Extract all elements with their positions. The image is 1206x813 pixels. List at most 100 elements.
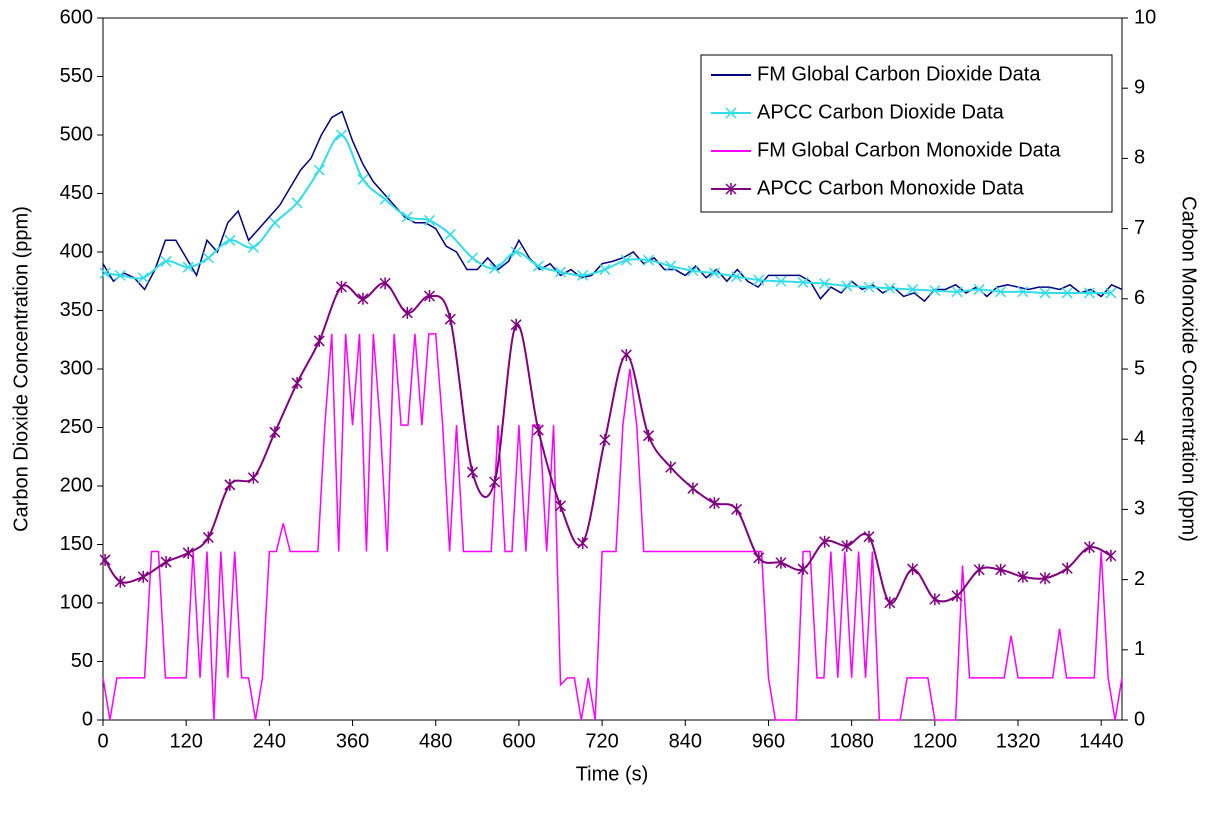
marker [775, 275, 787, 287]
x-tick-label: 480 [419, 730, 452, 752]
marker [951, 286, 963, 298]
marker [753, 274, 765, 286]
marker [884, 596, 896, 609]
marker [224, 478, 236, 491]
marker [114, 269, 126, 281]
marker [819, 278, 831, 290]
marker [291, 197, 303, 209]
y-tick-label: 0 [82, 708, 93, 730]
marker [1105, 287, 1117, 299]
x-tick-label: 960 [752, 730, 785, 752]
marker [643, 429, 655, 442]
marker [401, 211, 413, 223]
marker [532, 424, 544, 437]
y2-tick-label: 2 [1134, 568, 1145, 590]
marker [753, 551, 765, 564]
marker [708, 267, 720, 279]
marker [489, 262, 501, 274]
marker [313, 164, 325, 176]
y2-tick-label: 6 [1134, 287, 1145, 309]
x-tick-label: 240 [253, 730, 286, 752]
y-tick-label: 600 [60, 6, 93, 28]
marker [863, 530, 875, 543]
y-tick-label: 250 [60, 416, 93, 438]
marker [224, 234, 236, 246]
legend-label: APCC Carbon Dioxide Data [757, 101, 1005, 123]
marker [708, 497, 720, 510]
x-tick-label: 360 [336, 730, 369, 752]
marker [532, 260, 544, 272]
marker [973, 563, 985, 576]
marker [401, 306, 413, 319]
marker [951, 589, 963, 602]
y-tick-label: 550 [60, 65, 93, 87]
legend-label: FM Global Carbon Monoxide Data [757, 139, 1061, 161]
y2-tick-label: 10 [1134, 6, 1156, 28]
marker [665, 461, 677, 474]
marker [269, 426, 281, 439]
marker [466, 466, 479, 479]
marker [423, 289, 436, 302]
y2-tick-label: 7 [1134, 217, 1145, 239]
marker [725, 183, 737, 195]
marker [357, 173, 369, 185]
marker [1017, 570, 1029, 583]
x-tick-label: 120 [169, 730, 202, 752]
marker [775, 556, 787, 569]
y2-tick-label: 1 [1134, 638, 1145, 660]
marker [99, 553, 111, 566]
marker [841, 539, 853, 552]
marker [1061, 287, 1073, 299]
marker [620, 254, 632, 266]
marker [99, 267, 111, 279]
y2-tick-label: 4 [1134, 427, 1145, 449]
marker [202, 531, 214, 544]
legend-box [700, 54, 1113, 213]
marker [797, 563, 809, 576]
marker [489, 476, 501, 489]
marker [577, 537, 589, 550]
x-tick-label: 720 [585, 730, 618, 752]
marker [202, 252, 214, 264]
marker [379, 277, 391, 290]
marker [907, 283, 919, 295]
marker [114, 575, 126, 588]
marker [182, 546, 194, 559]
y-tick-label: 400 [60, 240, 93, 262]
marker [731, 271, 743, 283]
marker [269, 217, 281, 229]
y-axis-title: Carbon Dioxide Concentration (ppm) [10, 206, 32, 532]
marker [995, 563, 1007, 576]
marker [137, 272, 149, 284]
legend-label: FM Global Carbon Dioxide Data [757, 63, 1041, 85]
x-tick-label: 1200 [913, 730, 958, 752]
y2-tick-label: 0 [1134, 708, 1145, 730]
marker [665, 260, 677, 272]
y2-tick-label: 3 [1134, 498, 1145, 520]
marker [643, 254, 655, 266]
y-tick-label: 450 [60, 182, 93, 204]
marker [1061, 562, 1073, 575]
y-tick-label: 150 [60, 533, 93, 555]
marker [731, 503, 743, 516]
marker [797, 276, 809, 288]
x-axis-title: Time (s) [576, 763, 649, 785]
marker [335, 129, 347, 141]
marker [247, 241, 259, 253]
x-tick-label: 600 [502, 730, 535, 752]
marker [466, 252, 479, 264]
marker [620, 348, 632, 361]
marker [510, 318, 522, 331]
marker [1083, 287, 1095, 299]
marker [444, 228, 456, 240]
marker [599, 264, 611, 276]
series-line [102, 333, 1123, 721]
marker [929, 593, 941, 606]
marker [973, 283, 985, 295]
marker [313, 334, 325, 347]
marker [929, 285, 941, 297]
y2-tick-label: 5 [1134, 357, 1145, 379]
y2-axis-title: Carbon Monoxide Concentration (ppm) [1178, 196, 1200, 542]
marker [554, 266, 567, 278]
y-tick-label: 200 [60, 474, 93, 496]
